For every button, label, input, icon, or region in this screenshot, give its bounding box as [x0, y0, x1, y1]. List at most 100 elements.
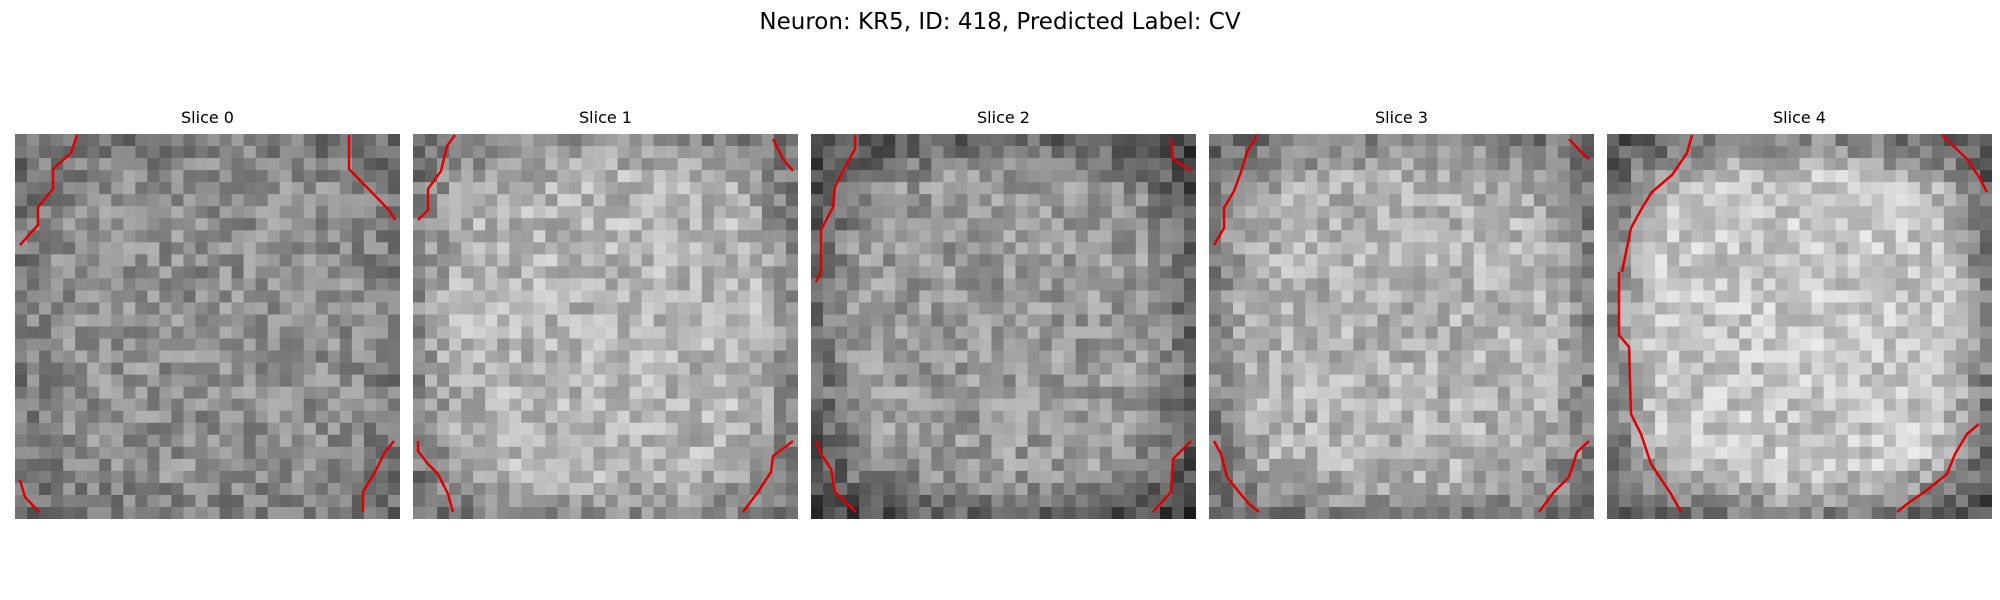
pixel-cell — [1655, 314, 1668, 327]
pixel-cell — [509, 326, 522, 339]
pixel-cell — [1437, 506, 1451, 519]
pixel-cell — [1473, 350, 1487, 363]
pixel-cell — [1111, 338, 1125, 351]
pixel-cell — [159, 326, 172, 339]
pixel-cell — [581, 242, 594, 255]
pixel-cell — [39, 302, 52, 315]
pixel-cell — [1147, 158, 1161, 171]
pixel-cell — [689, 170, 703, 183]
pixel-cell — [725, 170, 739, 183]
pixel-cell — [811, 458, 824, 472]
pixel-cell — [1799, 134, 1812, 147]
pixel-cell — [1305, 398, 1318, 412]
pixel-cell — [1353, 290, 1366, 303]
pixel-cell — [1401, 302, 1414, 315]
pixel-cell — [1679, 242, 1692, 255]
pixel-cell — [1389, 350, 1402, 363]
pixel-cell — [1413, 230, 1426, 243]
pixel-cell — [883, 194, 896, 207]
pixel-cell — [871, 134, 884, 147]
pixel-cell — [387, 422, 400, 436]
pixel-cell — [99, 350, 112, 363]
pixel-cell — [279, 254, 293, 267]
pixel-cell — [375, 242, 389, 255]
pixel-cell — [859, 230, 872, 243]
pixel-cell — [51, 218, 64, 231]
pixel-cell — [1123, 206, 1137, 219]
pixel-cell — [1787, 146, 1800, 159]
pixel-cell — [291, 434, 305, 448]
pixel-cell — [569, 302, 582, 315]
pixel-cell — [1811, 362, 1824, 376]
pixel-cell — [267, 338, 281, 351]
pixel-cell — [701, 338, 715, 351]
pixel-cell — [27, 134, 40, 147]
pixel-cell — [1955, 446, 1969, 460]
pixel-cell — [1569, 266, 1583, 279]
pixel-cell — [1751, 266, 1764, 279]
pixel-cell — [1365, 494, 1378, 508]
pixel-cell — [581, 146, 594, 159]
pixel-cell — [653, 506, 667, 519]
pixel-cell — [533, 470, 546, 484]
pixel-cell — [955, 314, 968, 327]
pixel-cell — [1075, 422, 1089, 436]
pixel-cell — [919, 278, 932, 291]
pixel-cell — [99, 386, 112, 400]
pixel-cell — [1209, 158, 1222, 171]
pixel-cell — [363, 506, 377, 519]
pixel-cell — [1679, 446, 1692, 460]
pixel-cell — [111, 446, 124, 460]
pixel-cell — [497, 326, 510, 339]
pixel-cell — [1003, 326, 1016, 339]
pixel-cell — [1509, 470, 1523, 484]
pixel-cell — [713, 242, 727, 255]
pixel-cell — [255, 506, 269, 519]
pixel-cell — [1581, 470, 1594, 484]
pixel-cell — [1739, 134, 1752, 147]
pixel-cell — [761, 506, 775, 519]
pixel-cell — [581, 290, 594, 303]
pixel-cell — [1027, 470, 1040, 484]
pixel-cell — [1545, 362, 1559, 376]
pixel-cell — [1533, 482, 1547, 496]
pixel-cell — [811, 206, 824, 219]
pixel-cell — [1871, 254, 1885, 267]
pixel-cell — [63, 254, 76, 267]
pixel-cell — [1063, 194, 1077, 207]
pixel-cell — [1569, 410, 1583, 424]
pixel-cell — [159, 206, 172, 219]
pixel-cell — [1679, 254, 1692, 267]
pixel-cell — [1461, 206, 1475, 219]
pixel-cell — [1401, 290, 1414, 303]
pixel-cell — [1811, 146, 1824, 159]
pixel-cell — [1763, 254, 1776, 267]
pixel-cell — [895, 470, 908, 484]
pixel-cell — [1835, 158, 1849, 171]
pixel-cell — [171, 482, 184, 496]
pixel-cell — [1111, 206, 1125, 219]
pixel-cell — [1485, 410, 1499, 424]
pixel-cell — [1943, 206, 1957, 219]
pixel-cell — [1763, 386, 1776, 400]
pixel-cell — [1221, 422, 1234, 436]
pixel-cell — [509, 422, 522, 436]
pixel-cell — [1329, 230, 1342, 243]
pixel-cell — [363, 278, 377, 291]
pixel-cell — [1703, 326, 1716, 339]
pixel-cell — [1931, 278, 1945, 291]
pixel-cell — [219, 482, 232, 496]
pixel-cell — [485, 458, 498, 472]
pixel-cell — [207, 206, 220, 219]
pixel-cell — [1413, 494, 1426, 508]
pixel-cell — [749, 266, 763, 279]
pixel-cell — [195, 338, 208, 351]
pixel-cell — [967, 314, 980, 327]
pixel-cell — [617, 422, 630, 436]
pixel-cell — [943, 482, 956, 496]
pixel-cell — [641, 158, 655, 171]
pixel-cell — [641, 422, 655, 436]
pixel-cell — [1171, 194, 1185, 207]
pixel-cell — [327, 266, 341, 279]
pixel-cell — [375, 386, 389, 400]
